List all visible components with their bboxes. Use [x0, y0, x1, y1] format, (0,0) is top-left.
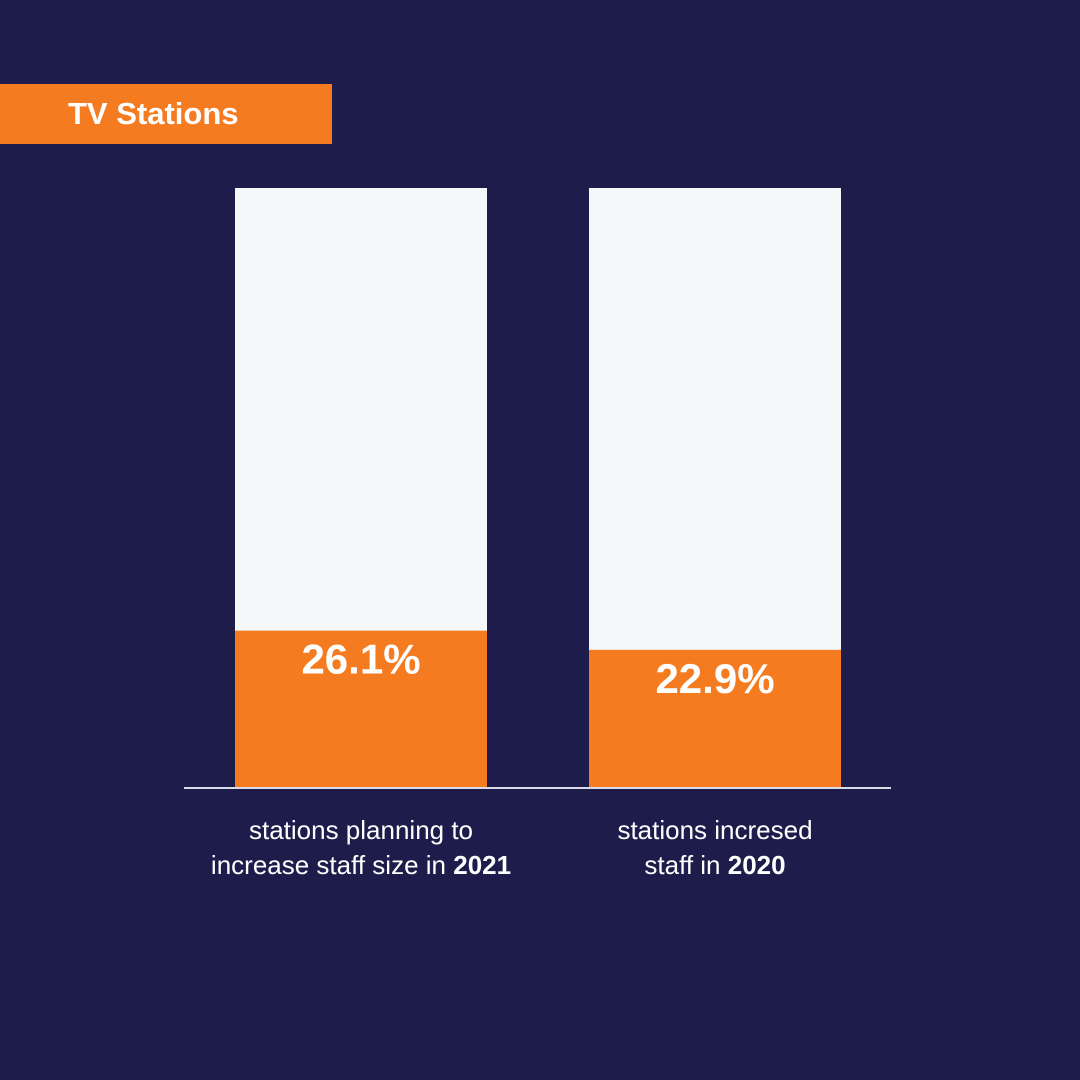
- category-label-2020-year: 2020: [727, 850, 786, 880]
- bar-2020: [589, 649, 841, 787]
- value-label-2020: 22.9%: [655, 655, 774, 702]
- category-label-2020: stations incresed staff in 2020: [505, 813, 925, 883]
- value-label-2021: 26.1%: [301, 636, 420, 683]
- category-label-2021-line2: increase staff size in: [210, 850, 454, 880]
- category-label-2021: stations planning to increase staff size…: [151, 813, 571, 883]
- bar-2021: [235, 630, 487, 787]
- category-label-2020-line2: staff in: [644, 850, 728, 880]
- title-banner: TV Stations: [0, 84, 332, 144]
- category-label-2020-line1: stations incresed: [617, 815, 813, 845]
- category-label-2021-line1: stations planning to: [248, 815, 474, 845]
- category-label-2021-year: 2021: [453, 850, 512, 880]
- chart-title: TV Stations: [68, 96, 239, 131]
